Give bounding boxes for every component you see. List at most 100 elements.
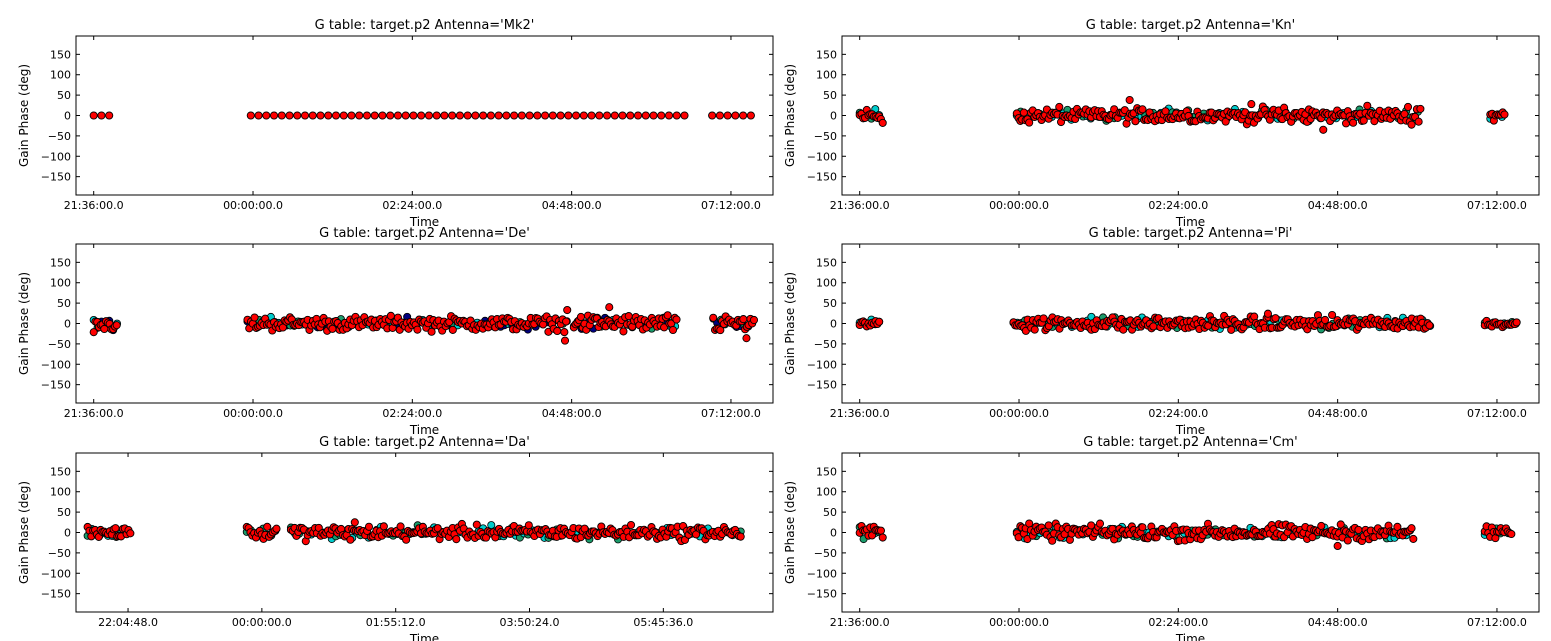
- x-tick-label: 21:36:00.0: [830, 616, 890, 629]
- phase-point: [272, 524, 281, 533]
- phase-point: [1363, 101, 1372, 110]
- phase-point: [619, 327, 628, 336]
- y-tick-label: −150: [807, 171, 837, 184]
- phase-point: [1271, 314, 1280, 323]
- panel: G table: target.p2 Antenna='De' Gain Phas…: [17, 226, 774, 437]
- y-tick-label: −50: [814, 338, 837, 351]
- y-tick-label: 50: [823, 506, 837, 519]
- phase-point: [479, 111, 488, 120]
- phase-point: [1131, 117, 1140, 126]
- y-tick-label: −100: [41, 150, 71, 163]
- data-points: [855, 519, 1516, 551]
- data-points: [83, 518, 745, 546]
- x-axis-label: Time: [409, 423, 439, 437]
- phase-point: [1030, 325, 1039, 334]
- phase-point: [1507, 529, 1516, 539]
- y-tick-label: 50: [57, 297, 71, 310]
- phase-point: [1407, 524, 1416, 533]
- phase-point: [1425, 321, 1434, 330]
- phase-point: [472, 520, 481, 529]
- phase-point-outlier: [742, 334, 751, 343]
- x-tick-label: 02:24:00.0: [382, 407, 442, 420]
- phase-point: [1349, 118, 1358, 127]
- phase-point: [1393, 522, 1402, 531]
- phase-point: [1161, 107, 1170, 116]
- phase-point: [541, 111, 550, 120]
- phase-point: [878, 533, 887, 542]
- data-points: [89, 111, 755, 120]
- phase-point: [572, 111, 581, 120]
- phase-point: [746, 111, 755, 120]
- phase-point: [1025, 519, 1034, 528]
- y-axis-label: Gain Phase (deg): [783, 481, 797, 584]
- phase-point: [424, 111, 433, 120]
- x-tick-label: 02:24:00.0: [382, 199, 442, 212]
- phase-point: [386, 111, 395, 120]
- y-tick-label: 50: [57, 506, 71, 519]
- phase-point: [331, 111, 341, 120]
- y-tick-label: −100: [807, 150, 837, 163]
- phase-point: [250, 313, 259, 322]
- phase-point: [448, 111, 457, 120]
- plot-title: G table: target.p2 Antenna='Mk2': [315, 18, 535, 33]
- phase-point: [413, 325, 422, 334]
- y-tick-label: 0: [64, 527, 71, 540]
- x-tick-label: 05:45:36.0: [633, 616, 693, 629]
- phase-point: [517, 111, 526, 120]
- x-tick-label: 00:00:00.0: [223, 199, 283, 212]
- phase-point: [364, 522, 374, 531]
- phase-point: [308, 111, 317, 120]
- phase-point-outlier: [605, 303, 614, 312]
- phase-point: [1400, 109, 1409, 119]
- y-axis-label: Gain Phase (deg): [17, 272, 31, 375]
- x-tick-label: 07:12:00.0: [701, 199, 761, 212]
- phase-point: [300, 111, 310, 120]
- phase-point: [1025, 118, 1034, 127]
- phase-point: [417, 111, 426, 120]
- x-tick-label: 00:00:00.0: [989, 407, 1049, 420]
- phase-point: [409, 111, 418, 120]
- panel: G table: target.p2 Antenna='Kn' Gain Phas…: [783, 18, 1540, 229]
- plot-title: G table: target.p2 Antenna='Kn': [1086, 18, 1295, 33]
- phase-point-outlier: [1263, 309, 1272, 318]
- phase-point: [556, 111, 565, 120]
- phase-point: [1055, 102, 1064, 112]
- phase-point: [1336, 520, 1345, 529]
- phase-point: [576, 312, 585, 322]
- phase-point-outlier: [1319, 125, 1328, 134]
- phase-point: [1416, 104, 1425, 113]
- y-tick-label: −100: [41, 358, 71, 371]
- phase-point: [379, 522, 388, 531]
- x-axis-label: Time: [1175, 423, 1205, 437]
- y-tick-label: 150: [50, 465, 71, 478]
- x-tick-label: 22:04:48.0: [98, 616, 158, 629]
- phase-point: [1317, 521, 1326, 531]
- x-tick-label: 00:00:00.0: [223, 407, 283, 420]
- phase-point: [396, 522, 405, 531]
- phase-point: [715, 111, 724, 120]
- y-tick-label: 150: [50, 256, 71, 269]
- y-tick-label: 150: [816, 256, 837, 269]
- phase-point: [355, 111, 364, 120]
- phase-point: [548, 111, 557, 120]
- y-axis-label: Gain Phase (deg): [17, 481, 31, 584]
- y-axis-label: Gain Phase (deg): [17, 64, 31, 167]
- y-tick-label: −150: [807, 379, 837, 392]
- x-tick-label: 04:48:00.0: [1308, 199, 1368, 212]
- phase-point-outlier: [560, 336, 570, 345]
- phase-point: [1149, 322, 1158, 331]
- phase-point: [316, 111, 325, 120]
- phase-point: [440, 111, 449, 120]
- plot-title: G table: target.p2 Antenna='Da': [319, 435, 530, 450]
- phase-point: [402, 535, 411, 544]
- phase-point: [362, 111, 372, 120]
- phase-point: [1370, 117, 1379, 126]
- phase-point: [471, 111, 480, 120]
- y-tick-label: 100: [50, 69, 71, 82]
- phase-point: [564, 111, 573, 120]
- phase-point: [875, 317, 884, 326]
- panel: G table: target.p2 Antenna='Cm' Gain Phas…: [783, 435, 1540, 641]
- x-tick-label: 04:48:00.0: [1308, 407, 1368, 420]
- phase-point: [452, 535, 461, 544]
- y-tick-label: 150: [816, 465, 837, 478]
